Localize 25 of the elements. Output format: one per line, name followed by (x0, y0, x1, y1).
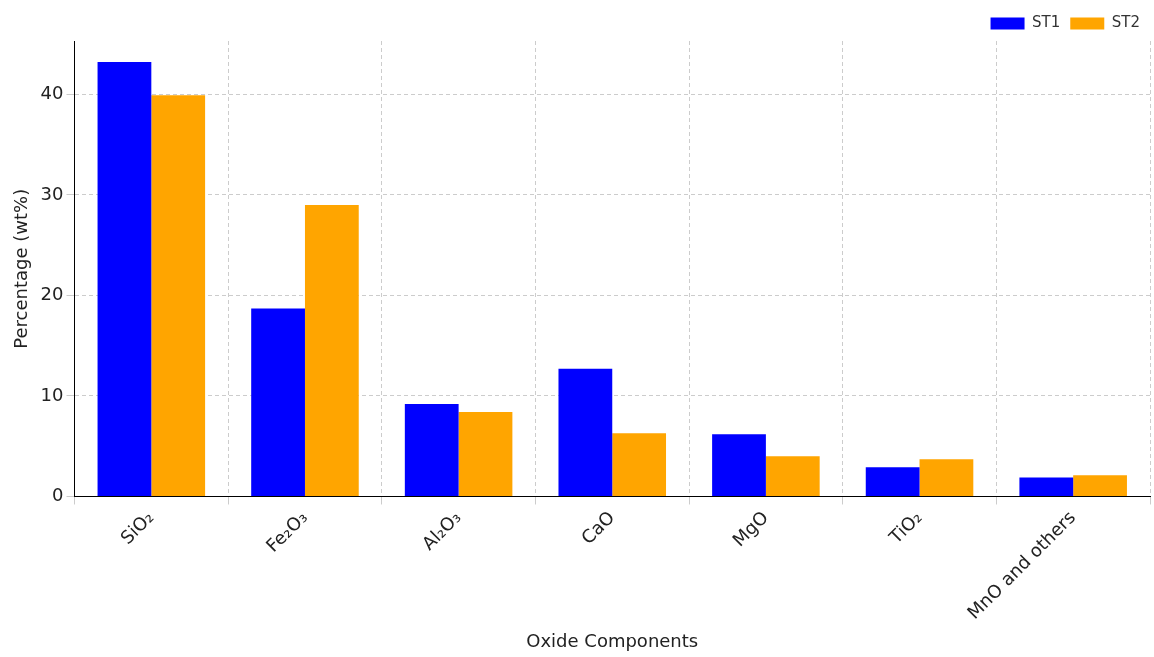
bar (304, 204, 359, 496)
x-tick-label: TiO₂ (884, 506, 926, 548)
bar (151, 95, 206, 496)
x-axis-title: Oxide Components (526, 629, 699, 651)
bar (1073, 475, 1127, 496)
bar (865, 467, 920, 496)
y-tick-label: 40 (40, 81, 64, 103)
bar (919, 459, 974, 496)
y-tick-label: 0 (52, 484, 64, 506)
bar (765, 456, 820, 496)
bar (712, 434, 766, 496)
bar (458, 412, 513, 496)
bar (251, 308, 305, 496)
y-axis-title: Percentage (wt%) (10, 188, 32, 349)
bar (404, 403, 459, 496)
bar (612, 433, 667, 496)
legend-label: ST1 (1032, 13, 1061, 32)
bar (558, 368, 613, 496)
bar (1019, 477, 1074, 496)
bar (97, 62, 152, 496)
y-tick-label: 20 (40, 283, 64, 305)
y-tick-label: 30 (40, 182, 64, 204)
legend-label: ST2 (1111, 13, 1141, 32)
y-tick-label: 10 (40, 383, 64, 405)
x-tick-label: SiO₂ (115, 506, 158, 548)
